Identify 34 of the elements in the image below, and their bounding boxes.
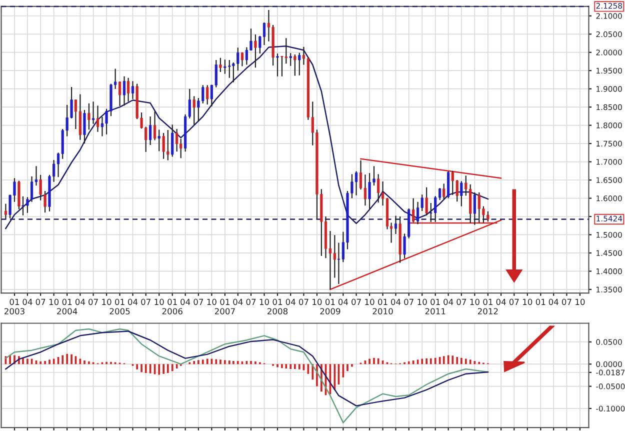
x-tick-label: 07 <box>246 298 256 306</box>
x-tick-label: 10 <box>523 298 532 306</box>
x-tick-label: 10 <box>312 298 322 306</box>
x-tick-label: 07 <box>509 298 519 306</box>
x-tick-label: 04 <box>128 298 138 306</box>
x-tick-label: 01 <box>536 298 546 306</box>
x-tick-label: 07 <box>88 298 98 306</box>
x-tick-label: 04 <box>496 298 506 306</box>
x-tick-label: 10 <box>207 298 216 306</box>
x-tick-label: 04 <box>180 298 190 306</box>
x-tick-label: 07 <box>404 298 414 306</box>
x-tick-label: 10 <box>102 298 112 306</box>
x-tick-label: 07 <box>352 298 361 306</box>
x-tick-label: 07 <box>194 298 204 306</box>
x-tick-label: 04 <box>233 298 243 306</box>
x-tick-label: 07 <box>456 298 466 306</box>
x-tick-label: 07 <box>36 298 46 306</box>
x-tick-label: 10 <box>576 298 585 306</box>
x-tick-label: 07 <box>141 298 150 306</box>
x-tick-label: 10 <box>470 298 480 306</box>
x-tick-label: 04 <box>75 298 86 306</box>
x-tick-label: 04 <box>548 298 558 306</box>
x-tick-label: 10 <box>154 298 164 306</box>
x-tick-label: 04 <box>338 298 348 306</box>
x-tick-label: 07 <box>562 298 572 306</box>
x-tick-label: 04 <box>286 298 296 306</box>
x-tick-label: 04 <box>390 298 401 306</box>
x-tick-label: 10 <box>49 298 59 306</box>
x-tick-label: 04 <box>444 298 454 306</box>
x-tick-label: 07 <box>298 298 308 306</box>
x-tick-label: 10 <box>418 298 427 306</box>
x-tick-label: 04 <box>22 298 32 306</box>
x-tick-label: 10 <box>260 298 269 306</box>
x-tick-label: 10 <box>365 298 374 306</box>
